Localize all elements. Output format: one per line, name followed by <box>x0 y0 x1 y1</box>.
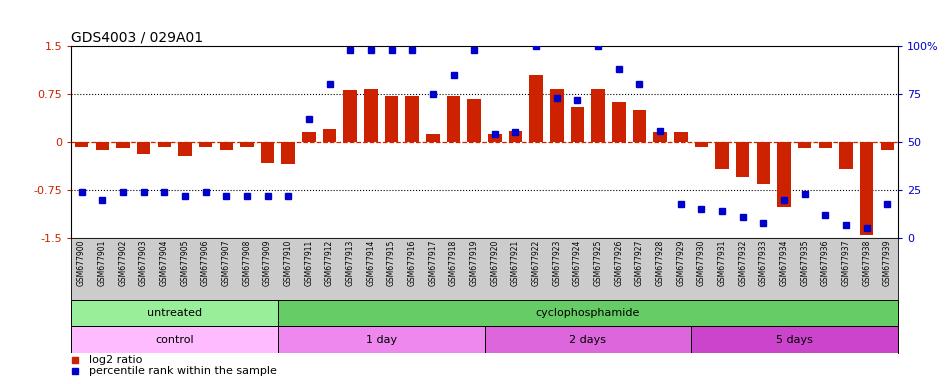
Bar <box>881 142 894 150</box>
Text: GSM677902: GSM677902 <box>119 240 127 286</box>
Text: 1 day: 1 day <box>366 335 397 345</box>
Bar <box>860 142 873 235</box>
Text: cyclophosphamide: cyclophosphamide <box>536 308 640 318</box>
Bar <box>71 326 277 353</box>
Bar <box>736 142 750 177</box>
Bar <box>277 326 484 353</box>
Bar <box>116 142 129 149</box>
Bar <box>199 142 212 147</box>
Bar <box>427 134 440 142</box>
Bar <box>692 326 898 353</box>
Text: GSM677921: GSM677921 <box>511 240 520 286</box>
Text: GSM677930: GSM677930 <box>697 240 706 286</box>
Bar <box>96 142 109 150</box>
Text: percentile rank within the sample: percentile rank within the sample <box>89 366 277 376</box>
Bar <box>323 129 336 142</box>
Text: GSM677929: GSM677929 <box>676 240 685 286</box>
Bar <box>406 96 419 142</box>
Bar <box>819 142 832 149</box>
Text: GSM677934: GSM677934 <box>780 240 788 286</box>
Text: 5 days: 5 days <box>776 335 813 345</box>
Text: GSM677926: GSM677926 <box>615 240 623 286</box>
Bar <box>446 96 460 142</box>
Bar <box>277 300 898 326</box>
Bar <box>715 142 729 169</box>
Bar <box>550 89 563 142</box>
Text: GSM677920: GSM677920 <box>490 240 500 286</box>
Text: GSM677928: GSM677928 <box>656 240 665 286</box>
Text: GSM677911: GSM677911 <box>304 240 314 286</box>
Bar <box>179 142 192 156</box>
Text: GSM677903: GSM677903 <box>139 240 148 286</box>
Text: GSM677906: GSM677906 <box>201 240 210 286</box>
Bar <box>219 142 233 150</box>
Text: GSM677917: GSM677917 <box>428 240 437 286</box>
Text: GSM677915: GSM677915 <box>387 240 396 286</box>
Bar <box>158 142 171 147</box>
Bar <box>75 142 88 147</box>
Bar <box>344 89 357 142</box>
Bar <box>509 131 522 142</box>
Text: GSM677935: GSM677935 <box>800 240 809 286</box>
Text: log2 ratio: log2 ratio <box>89 355 142 365</box>
Text: GSM677932: GSM677932 <box>738 240 748 286</box>
Text: GSM677918: GSM677918 <box>449 240 458 286</box>
Text: GSM677937: GSM677937 <box>842 240 850 286</box>
Bar <box>261 142 275 162</box>
Bar <box>612 103 625 142</box>
Text: GSM677914: GSM677914 <box>367 240 375 286</box>
Text: GSM677933: GSM677933 <box>759 240 768 286</box>
Text: GSM677905: GSM677905 <box>180 240 189 286</box>
Text: control: control <box>155 335 194 345</box>
Text: GSM677904: GSM677904 <box>160 240 169 286</box>
Bar <box>592 89 605 142</box>
Text: GSM677919: GSM677919 <box>469 240 479 286</box>
Bar <box>488 134 502 142</box>
Bar <box>484 326 692 353</box>
Bar <box>633 110 646 142</box>
Bar <box>840 142 853 169</box>
Bar <box>777 142 790 207</box>
Text: GSM677901: GSM677901 <box>98 240 106 286</box>
Text: 2 days: 2 days <box>569 335 606 345</box>
Bar <box>137 142 150 154</box>
Text: GSM677931: GSM677931 <box>717 240 727 286</box>
Text: GSM677912: GSM677912 <box>325 240 334 286</box>
Text: GSM677913: GSM677913 <box>346 240 354 286</box>
Text: GSM677938: GSM677938 <box>863 240 871 286</box>
Text: untreated: untreated <box>147 308 202 318</box>
Bar <box>654 132 667 142</box>
Bar <box>364 89 377 142</box>
Text: GSM677923: GSM677923 <box>552 240 561 286</box>
Bar <box>798 142 811 149</box>
Bar <box>281 142 294 164</box>
Bar <box>240 142 254 147</box>
Bar <box>674 132 688 142</box>
Text: GSM677936: GSM677936 <box>821 240 830 286</box>
Text: GSM677939: GSM677939 <box>883 240 892 286</box>
Text: GSM677908: GSM677908 <box>242 240 252 286</box>
Bar <box>694 142 708 147</box>
Bar <box>71 300 277 326</box>
Text: GSM677910: GSM677910 <box>284 240 293 286</box>
Text: GDS4003 / 029A01: GDS4003 / 029A01 <box>71 31 203 45</box>
Text: GSM677925: GSM677925 <box>594 240 602 286</box>
Bar <box>571 107 584 142</box>
Text: GSM677924: GSM677924 <box>573 240 582 286</box>
Text: GSM677927: GSM677927 <box>635 240 644 286</box>
Text: GSM677907: GSM677907 <box>221 240 231 286</box>
Text: GSM677916: GSM677916 <box>408 240 417 286</box>
Text: GSM677909: GSM677909 <box>263 240 272 286</box>
Bar <box>302 132 315 142</box>
Text: GSM677900: GSM677900 <box>77 240 86 286</box>
Bar <box>467 99 481 142</box>
Bar <box>529 75 542 142</box>
Bar <box>385 96 398 142</box>
Text: GSM677922: GSM677922 <box>532 240 541 286</box>
Bar <box>757 142 770 184</box>
